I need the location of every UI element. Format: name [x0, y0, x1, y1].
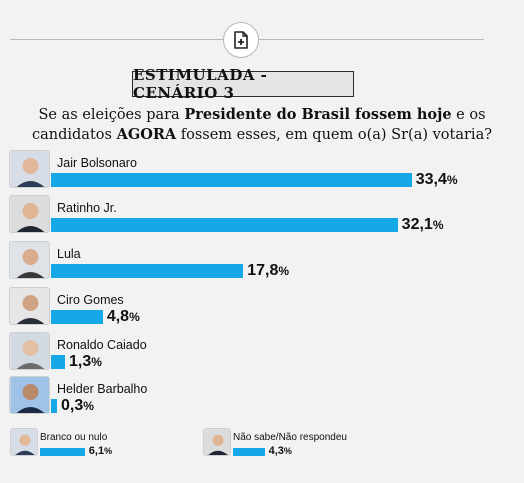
bar	[51, 218, 398, 232]
value-label: 6,1%	[88, 445, 113, 457]
bar-row-ciro-gomes: Ciro Gomes 4,8%	[0, 287, 524, 331]
category-label: Não sabe/Não respondeu	[233, 432, 347, 443]
value-label: 33,4%	[415, 171, 458, 188]
category-label: Lula	[57, 247, 81, 261]
value-label: 17,8%	[247, 262, 290, 279]
bar-row-nao-sabe-nao-respondeu: Não sabe/Não respondeu 4,3%	[203, 428, 383, 460]
category-label: Jair Bolsonaro	[57, 156, 137, 170]
bar	[51, 399, 57, 413]
category-label: Branco ou nulo	[40, 432, 108, 443]
bar-row-branco-ou-nulo: Branco ou nulo 6,1%	[10, 428, 190, 460]
value-label: 0,3%	[61, 397, 94, 414]
bar	[51, 355, 66, 369]
bar-row-helder-barbalho: Helder Barbalho 0,3%	[0, 376, 524, 420]
value-label: 1,3%	[69, 353, 102, 370]
document-plus-icon	[223, 22, 259, 58]
bar-row-jair-bolsonaro: Jair Bolsonaro 33,4%	[0, 150, 524, 194]
bar-row-lula: Lula 17,8%	[0, 241, 524, 285]
bar	[51, 173, 412, 187]
candidate-photo	[9, 287, 50, 325]
category-label: Ratinho Jr.	[57, 201, 117, 215]
candidate-photo	[9, 241, 50, 279]
question-person-icon	[203, 428, 231, 456]
category-label: Ronaldo Caiado	[57, 338, 147, 352]
candidate-photo	[9, 150, 50, 188]
poll-question: Se as eleições para Presidente do Brasil…	[32, 106, 492, 143]
value-label: 4,3%	[268, 445, 292, 457]
ballot-icon	[10, 428, 38, 456]
candidate-photo	[9, 195, 50, 233]
candidate-photo	[9, 376, 50, 414]
bar	[51, 264, 244, 278]
candidate-photo	[9, 332, 50, 370]
bar-row-ronaldo-caiado: Ronaldo Caiado 1,3%	[0, 332, 524, 376]
bar-row-ratinho-jr: Ratinho Jr. 32,1%	[0, 195, 524, 239]
value-label: 4,8%	[106, 308, 140, 325]
chart-title: ESTIMULADA - CENÁRIO 3	[132, 66, 354, 102]
bar	[51, 310, 103, 324]
value-label: 32,1%	[401, 216, 444, 233]
category-label: Ciro Gomes	[57, 293, 124, 307]
bar	[233, 448, 265, 456]
category-label: Helder Barbalho	[57, 382, 148, 396]
bar	[40, 448, 85, 456]
